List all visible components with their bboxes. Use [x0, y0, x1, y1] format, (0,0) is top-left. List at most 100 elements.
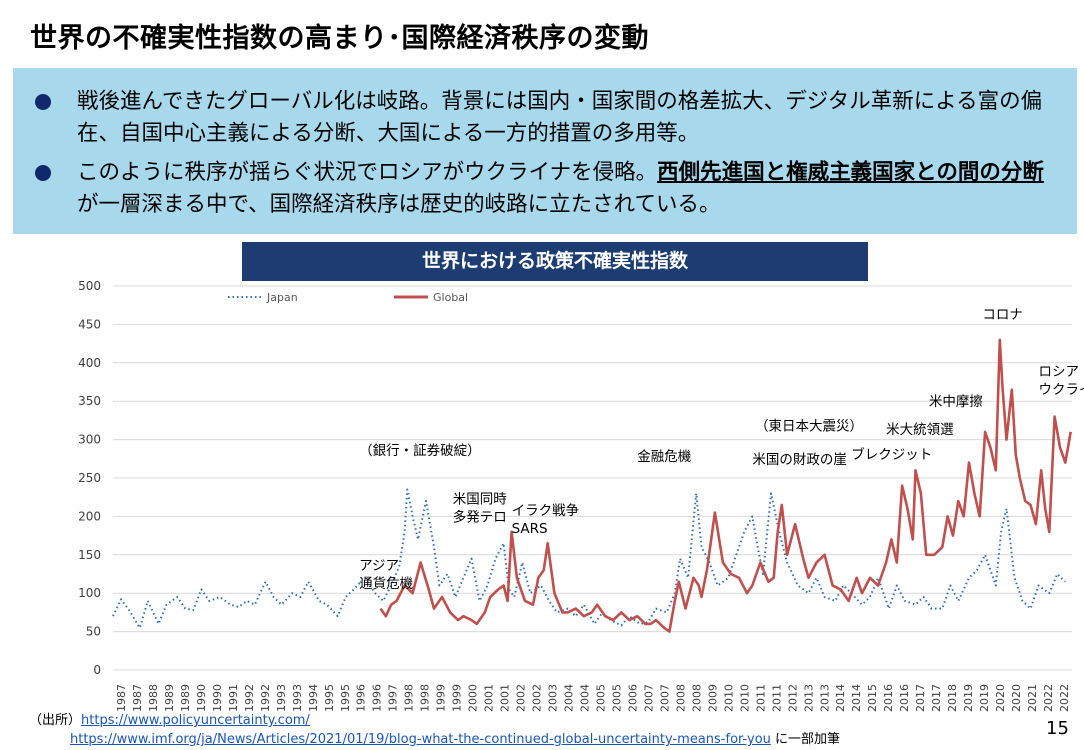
x-tick-label: 2008: [690, 684, 703, 712]
series-global-line: [379, 338, 1072, 633]
x-tick-label: 1990: [211, 684, 224, 712]
x-tick-label: 1993: [291, 684, 304, 712]
x-tick-label: 1997: [387, 684, 400, 712]
source-note: （出所）https://www.policyuncertainty.com/ h…: [29, 712, 840, 747]
x-tick-label: 2019: [962, 684, 975, 712]
x-tick-label: 2008: [674, 684, 687, 712]
series-japan-line: [112, 488, 1066, 629]
annotation-label: ロシア: [1039, 364, 1080, 380]
x-tick-label: 1995: [323, 684, 336, 712]
series-layer: [112, 338, 1072, 633]
x-tick-label: 1987: [115, 684, 128, 712]
x-tick-label: 1996: [371, 684, 384, 712]
chart-title: 世界における政策不確実性指数: [242, 242, 868, 281]
x-tick-label: 2013: [818, 684, 831, 712]
source-line-2: https://www.imf.org/ja/News/Articles/202…: [70, 731, 840, 749]
x-tick-label: 2007: [658, 684, 671, 712]
x-tick-label: 2000: [467, 684, 480, 712]
x-tick-label: 2016: [882, 684, 895, 712]
x-tick-label: 1987: [131, 684, 144, 712]
annotation-label: アジア: [359, 558, 399, 574]
x-tick-label: 2011: [754, 684, 767, 712]
x-tick-label: 2001: [483, 684, 496, 712]
y-tick-label: 350: [78, 394, 101, 408]
annotation-label: コロナ: [982, 307, 1023, 323]
x-tick-label: 2012: [786, 684, 799, 712]
x-tick-label: 2017: [930, 684, 943, 712]
summary-box: 戦後進んできたグローバル化は岐路。背景には国内・国家間の格差拡大、デジタル革新に…: [13, 68, 1077, 234]
annotation-label: （銀行・証券破綻）: [359, 443, 481, 459]
source-link-imf[interactable]: https://www.imf.org/ja/News/Articles/202…: [70, 732, 771, 747]
source-prefix: （出所）: [29, 713, 82, 728]
source-link-policyuncertainty[interactable]: https://www.policyuncertainty.com/: [81, 713, 310, 728]
x-tick-label: 2022: [1042, 684, 1055, 712]
y-tick-label: 200: [78, 509, 101, 523]
x-tick-label: 1999: [435, 684, 448, 712]
y-tick-label: 100: [78, 586, 101, 600]
x-tick-label: 2004: [579, 684, 592, 712]
x-tick-label: 2003: [547, 684, 560, 712]
x-tick-label: 1989: [163, 684, 176, 712]
annotation-label: ウクライナ: [1039, 382, 1084, 398]
x-tick-label: 2020: [1010, 684, 1023, 712]
x-tick-label: 2009: [706, 684, 719, 712]
x-tick-label: 2020: [994, 684, 1007, 712]
y-tick-label: 300: [78, 433, 101, 447]
annotation-label: 米国の財政の崖: [752, 452, 847, 468]
annotation-label: SARS: [512, 521, 548, 537]
x-tick-label: 2005: [594, 684, 607, 712]
bullet-2-text: このように秩序が揺らぐ状況でロシアがウクライナを侵略。西側先進国と権威主義国家と…: [77, 157, 1047, 221]
x-tick-label: 1998: [403, 684, 416, 712]
x-tick-label: 2001: [499, 684, 512, 712]
y-tick-label: 150: [78, 548, 101, 562]
annotation-label: 金融危機: [637, 449, 691, 465]
x-tick-label: 2002: [515, 684, 528, 712]
x-tick-label: 2004: [563, 684, 576, 712]
x-tick-label: 1994: [307, 684, 320, 712]
x-tick-label: 2007: [642, 684, 655, 712]
bullet-2-post: が一層深まる中で、国際経済秩序は歴史的岐路に立たされている。: [77, 192, 721, 217]
bullet-1-text: 戦後進んできたグローバル化は岐路。背景には国内・国家間の格差拡大、デジタル革新に…: [77, 89, 1043, 146]
x-tick-label: 1996: [355, 684, 368, 712]
x-tick-label: 1992: [259, 684, 272, 712]
x-tick-label: 2005: [610, 684, 623, 712]
page-number: 15: [1046, 718, 1069, 739]
x-tick-label: 1988: [147, 684, 160, 712]
x-tick-label: 2013: [802, 684, 815, 712]
y-tick-label: 400: [78, 356, 101, 370]
annotation-label: （東日本大震災）: [755, 418, 863, 434]
y-tick-label: 0: [93, 663, 101, 677]
annotation-label: イラク戦争: [512, 503, 580, 519]
annotation-label: 通貨危機: [359, 575, 413, 592]
x-tick-label: 2006: [626, 684, 639, 712]
y-tick-label: 50: [86, 625, 101, 639]
annotation-label: ブレクジット: [851, 446, 932, 463]
x-tick-label: 1995: [339, 684, 352, 712]
x-tick-label: 1999: [451, 684, 464, 712]
x-tick-label: 1991: [227, 684, 240, 712]
source-suffix: に一部加筆: [775, 732, 841, 747]
x-tick-label: 1998: [419, 684, 432, 712]
x-tick-label: 2017: [914, 684, 927, 712]
x-tick-label: 2018: [946, 684, 959, 712]
legend: Japan Global: [228, 291, 468, 304]
x-tick-label: 1993: [275, 684, 288, 712]
x-tick-label: 2011: [770, 684, 783, 712]
x-tick-label: 2016: [898, 684, 911, 712]
x-tick-label: 2014: [850, 684, 863, 712]
annotation-label: 米国同時: [453, 491, 507, 507]
x-tick-label: 2010: [722, 684, 735, 712]
page-title: 世界の不確実性指数の高まり･国際経済秩序の変動: [30, 23, 649, 54]
y-tick-label: 250: [78, 471, 101, 485]
legend-global-label: Global: [433, 291, 468, 304]
x-tick-label: 2015: [866, 684, 879, 712]
x-tick-label: 2002: [531, 684, 544, 712]
annotation-label: 多発テロ: [453, 508, 507, 525]
annotation-label: 米大統領選: [886, 421, 954, 438]
x-axis-tick-labels: 1987 1987 1988 1989 1989 1990 1990 1991 1992 1992…: [115, 684, 1071, 712]
y-tick-label: 500: [78, 280, 101, 293]
y-axis-tick-labels: 0 50 100 150 200 250 300 350 400 450 500: [78, 280, 101, 677]
x-tick-label: 2021: [1026, 684, 1039, 712]
